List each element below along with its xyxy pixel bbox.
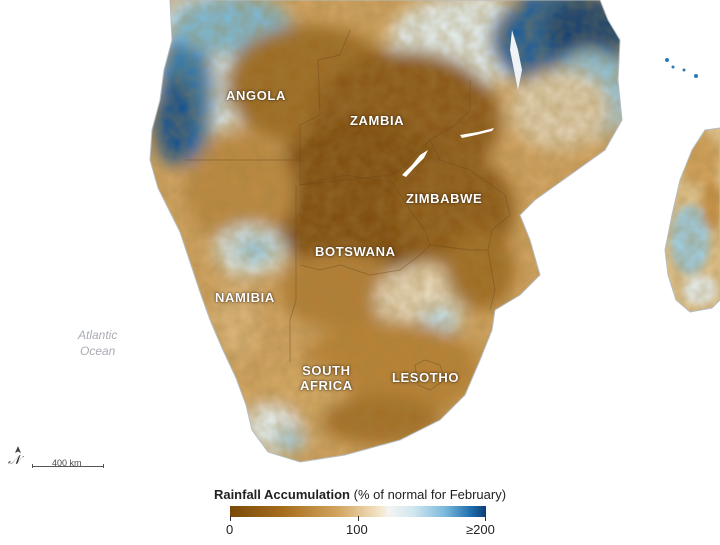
legend-tick-min — [230, 516, 231, 521]
label-botswana: BOTSWANA — [315, 244, 396, 259]
lake-malawi — [510, 30, 522, 90]
lake-kariba — [402, 150, 428, 177]
label-south-africa-line1: SOUTH — [302, 363, 351, 378]
coastline — [149, 0, 623, 463]
label-zambia: ZAMBIA — [350, 113, 405, 128]
lake-cahora-bassa — [460, 128, 494, 138]
legend-title: Rainfall Accumulation (% of normal for F… — [0, 487, 720, 502]
country-borders — [185, 29, 511, 391]
label-zimbabwe: ZIMBABWE — [406, 191, 483, 206]
scale-bar — [32, 464, 104, 468]
comoros-islands — [665, 58, 698, 78]
ocean-label: Atlantic Ocean — [78, 327, 117, 359]
legend-label-mid: 100 — [346, 522, 368, 537]
legend-label-max: ≥200 — [466, 522, 495, 537]
legend-color-ramp — [230, 506, 486, 517]
legend-title-bold: Rainfall Accumulation — [213, 487, 350, 502]
legend-tick-mid — [358, 516, 359, 521]
label-south-africa-line2: AFRICA — [300, 378, 353, 393]
label-namibia: NAMIBIA — [215, 290, 275, 305]
legend-label-min: 0 — [226, 522, 234, 537]
ocean-label-line2: Ocean — [80, 344, 116, 358]
north-symbol: 𝒩 — [8, 453, 21, 468]
legend-title-unit: (% of normal for February) — [350, 487, 507, 502]
north-arrow-icon — [15, 446, 21, 453]
label-south-africa: SOUTH AFRICA — [300, 363, 353, 393]
scale-label: 400 km — [52, 458, 82, 468]
madagascar-landmass — [665, 128, 720, 312]
legend-tick-max — [485, 516, 486, 521]
label-angola: ANGOLA — [226, 88, 286, 103]
ocean-label-line1: Atlantic — [78, 328, 118, 342]
label-lesotho: LESOTHO — [392, 370, 460, 385]
